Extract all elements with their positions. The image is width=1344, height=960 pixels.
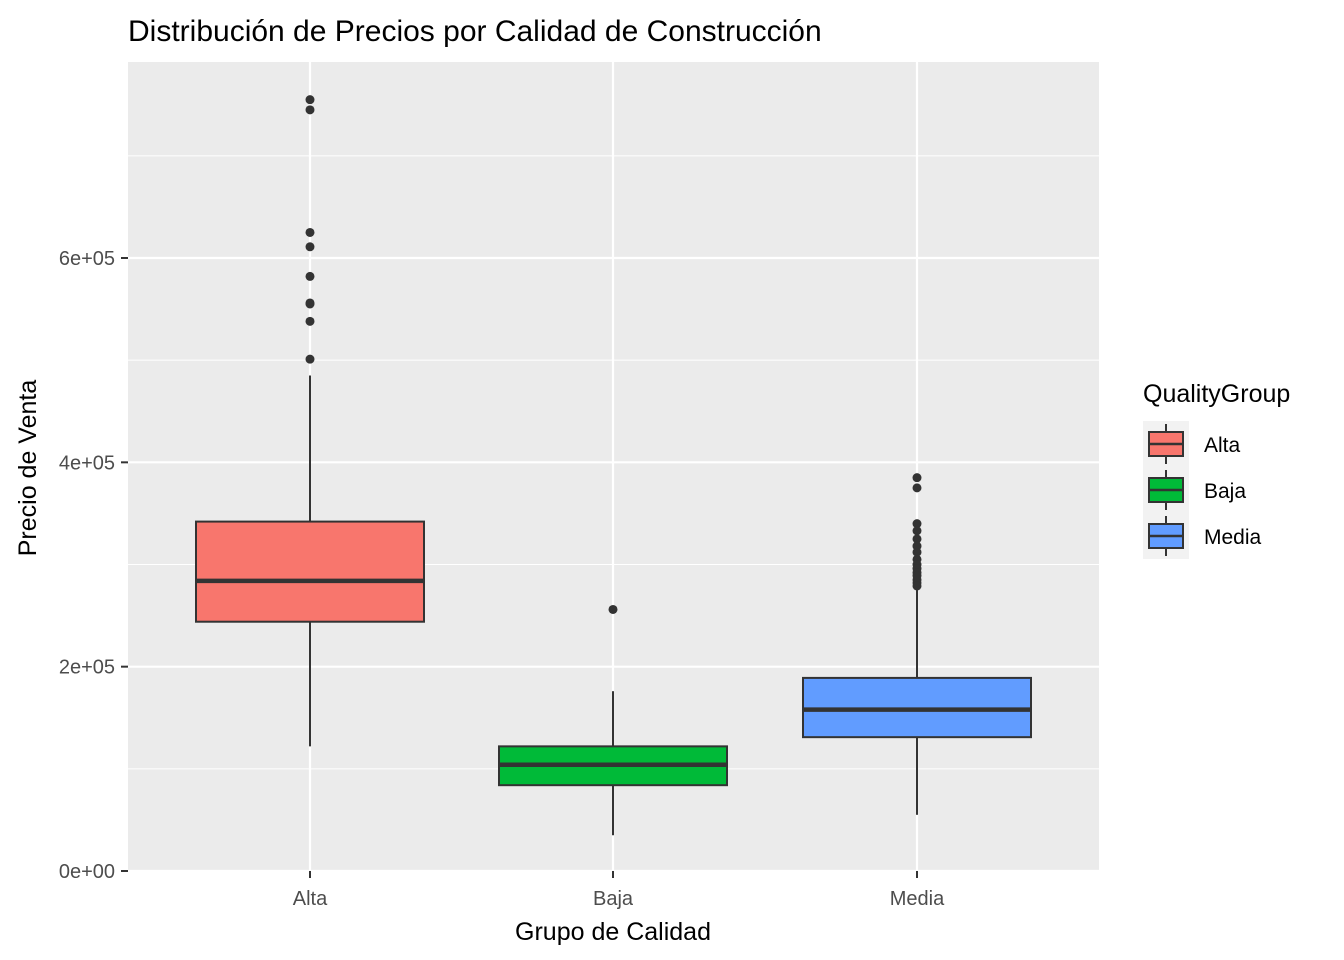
legend-label: Alta bbox=[1204, 434, 1241, 457]
outlier-point bbox=[305, 227, 315, 237]
x-tick-label: Media bbox=[890, 888, 945, 910]
legend-title: QualityGroup bbox=[1143, 380, 1290, 408]
outlier-point bbox=[912, 526, 922, 536]
outlier-point bbox=[912, 519, 922, 529]
legend-key-media: Media bbox=[1143, 513, 1262, 559]
chart-title: Distribución de Precios por Calidad de C… bbox=[128, 15, 822, 48]
outlier-point bbox=[305, 95, 315, 105]
outlier-point bbox=[912, 534, 922, 544]
boxes bbox=[195, 95, 1032, 836]
y-tick-label: 4e+05 bbox=[59, 452, 115, 474]
outlier-point bbox=[305, 105, 315, 115]
box-media bbox=[802, 473, 1032, 815]
y-tick-label: 6e+05 bbox=[59, 248, 115, 270]
outlier-point bbox=[305, 354, 315, 364]
outlier-point bbox=[912, 547, 922, 557]
legend: QualityGroup Alta Baja Media bbox=[1143, 380, 1290, 559]
x-axis-title: Grupo de Calidad bbox=[515, 918, 711, 946]
outlier-point bbox=[912, 483, 922, 493]
outlier-point bbox=[912, 581, 922, 591]
legend-label: Baja bbox=[1204, 480, 1246, 503]
y-tick-label: 0e+00 bbox=[59, 861, 115, 883]
legend-key-baja: Baja bbox=[1143, 467, 1246, 513]
x-tick-label: Alta bbox=[293, 888, 328, 910]
box-baja bbox=[498, 604, 728, 836]
outlier-point bbox=[305, 242, 315, 252]
y-axis: 0e+00 2e+05 4e+05 6e+05 bbox=[59, 248, 128, 883]
outlier-point bbox=[305, 299, 315, 309]
box-body bbox=[195, 520, 425, 623]
y-axis-title: Precio de Venta bbox=[14, 380, 42, 557]
legend-key-alta: Alta bbox=[1143, 421, 1241, 467]
x-tick-label: Baja bbox=[593, 888, 634, 910]
box-alta bbox=[195, 95, 425, 747]
y-tick-label: 2e+05 bbox=[59, 657, 115, 679]
outlier-point bbox=[305, 316, 315, 326]
outlier-point bbox=[305, 271, 315, 281]
x-axis: Alta Baja Media bbox=[293, 871, 945, 910]
outlier-point bbox=[912, 473, 922, 483]
legend-label: Media bbox=[1204, 526, 1262, 549]
outlier-point bbox=[608, 604, 618, 614]
